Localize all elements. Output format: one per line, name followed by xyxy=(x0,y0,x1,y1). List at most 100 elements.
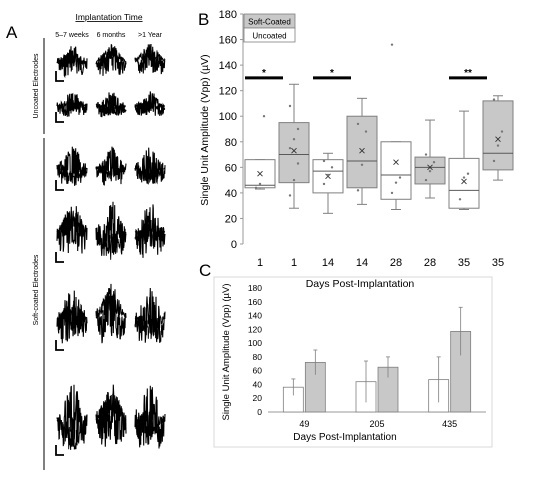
box-uncoated xyxy=(312,159,344,194)
significance-label: ** xyxy=(464,68,472,79)
panel-c-x-tick-label: 49 xyxy=(299,419,309,429)
data-point xyxy=(394,181,398,184)
waveform-trace xyxy=(56,167,88,186)
panel-b-axes: 0 20 40 60 80 100 120 140 160 180 1 1 14 14 28 28 35 35 xyxy=(219,9,504,269)
waveform-trace xyxy=(96,47,127,63)
data-point xyxy=(492,159,496,163)
data-point xyxy=(262,115,266,118)
box-mean-marker xyxy=(291,147,297,154)
data-point xyxy=(458,198,462,201)
waveform-trace xyxy=(134,204,166,258)
column-label-1-year: >1 Year xyxy=(138,32,163,39)
column-label-6-months: 6 months xyxy=(97,32,126,39)
data-point xyxy=(330,166,334,169)
panel-c-axes: 0 20 40 60 80 100 120 140 160 180 49 205 435 xyxy=(248,283,486,429)
waveform-trace xyxy=(56,210,88,237)
column-label-5-7-weeks: 5–7 weeks xyxy=(55,32,89,39)
panel-b-x-tick-label: 1 xyxy=(291,257,297,269)
box-soft xyxy=(278,122,310,184)
box-uncoated xyxy=(380,141,412,200)
panel-b-y-tick-label: 100 xyxy=(219,111,237,123)
box-mean-marker xyxy=(495,136,501,143)
legend-uncoated-label: Uncoated xyxy=(252,32,286,41)
panel-c-y-tick-label: 80 xyxy=(253,352,263,362)
waveform-trace xyxy=(57,100,87,110)
data-point xyxy=(432,161,436,164)
waveform-trace xyxy=(134,166,166,185)
panel-b-x-tick-label: 14 xyxy=(356,257,368,269)
panel-b-y-tick-label: 20 xyxy=(225,213,237,225)
scale-bar xyxy=(55,252,64,263)
data-point xyxy=(356,189,360,192)
waveform-trace xyxy=(56,290,88,344)
panel-b-letter: B xyxy=(198,10,209,29)
legend-uncoated-swatch xyxy=(243,27,296,43)
panel-b-y-axis-label: Single Unit Amplitude (Vpp) (µV) xyxy=(199,54,211,205)
panel-b-y-tick-label: 180 xyxy=(219,9,237,21)
panel-b-significance: * * ** xyxy=(245,68,487,80)
panel-c-y-tick-label: 120 xyxy=(248,324,262,334)
panel-b-x-tick-label: 35 xyxy=(492,257,504,269)
panel-b-x-tick-label: 28 xyxy=(424,257,436,269)
panel-c: C Single Unit Amplitude (Vpp) (µV) 0 20 40… xyxy=(199,261,493,448)
panel-b-y-tick-label: 160 xyxy=(219,35,237,47)
box-uncoated xyxy=(448,157,480,209)
panel-b-y-tick-label: 60 xyxy=(225,162,237,174)
panel-b-x-tick-label: 28 xyxy=(390,257,402,269)
data-point xyxy=(296,162,300,165)
panel-c-x-tick-label: 435 xyxy=(442,419,457,429)
scale-bars xyxy=(55,71,64,456)
data-point xyxy=(292,138,296,141)
waveform-trace xyxy=(134,45,166,63)
waveform-trace xyxy=(95,391,127,422)
panel-c-y-tick-label: 0 xyxy=(257,407,262,417)
panel-c-y-tick-label: 160 xyxy=(248,297,262,307)
waveform-trace xyxy=(95,161,127,180)
legend-soft-label: Soft-Coated xyxy=(248,18,291,27)
data-point xyxy=(322,182,326,186)
panel-c-y-tick-label: 140 xyxy=(248,311,262,321)
panel-b-x-axis-label: Days Post-Implantation xyxy=(306,278,415,290)
waveform-grid xyxy=(56,43,166,451)
data-point xyxy=(288,104,292,108)
scale-bar xyxy=(55,71,64,82)
box-mean-marker xyxy=(393,159,399,166)
data-point xyxy=(364,130,368,133)
panel-b-legend: Soft-Coated Uncoated xyxy=(243,13,296,43)
panel-c-y-axis-label: Single Unit Amplitude (Vpp) (µV) xyxy=(221,284,232,421)
panel-b-boxes xyxy=(244,43,514,214)
panel-b-y-tick-label: 40 xyxy=(225,188,237,200)
data-point xyxy=(288,194,292,197)
panel-c-bars xyxy=(282,306,472,413)
panel-c-x-axis-label: Days Post-Implantation xyxy=(293,432,396,443)
panel-a: A Implantation Time 5–7 weeks 6 months >… xyxy=(6,12,166,470)
panel-b-x-tick-label: 1 xyxy=(257,257,263,269)
data-point xyxy=(428,169,432,173)
data-point xyxy=(398,176,402,179)
panel-b: B Single Unit Amplitude (Vpp) (µV) 0 20 40… xyxy=(198,9,514,290)
waveform-trace xyxy=(134,99,165,111)
data-point xyxy=(390,43,394,46)
scale-bar xyxy=(55,340,64,351)
data-point xyxy=(288,146,292,150)
soft-group-label: Soft-coated Electrodes xyxy=(33,254,40,325)
scale-bar xyxy=(55,445,64,456)
implantation-time-header: Implantation Time xyxy=(75,12,142,22)
data-point xyxy=(466,172,470,175)
box-mean-marker xyxy=(427,164,433,171)
data-point xyxy=(424,178,428,182)
data-point xyxy=(322,159,326,163)
waveform-trace xyxy=(134,222,166,248)
panel-c-x-tick-label: 205 xyxy=(369,419,384,429)
data-point xyxy=(360,163,364,166)
box-mean-marker xyxy=(461,178,467,185)
significance-label: * xyxy=(330,68,334,79)
data-point xyxy=(356,122,360,126)
panel-c-y-tick-label: 100 xyxy=(248,338,262,348)
box-mean-marker xyxy=(257,170,263,177)
panel-b-y-tick-label: 80 xyxy=(225,137,237,149)
waveform-trace xyxy=(56,52,88,66)
scale-bar xyxy=(55,112,64,123)
box-mean-marker xyxy=(325,173,331,180)
panel-c-y-tick-label: 180 xyxy=(248,283,262,293)
